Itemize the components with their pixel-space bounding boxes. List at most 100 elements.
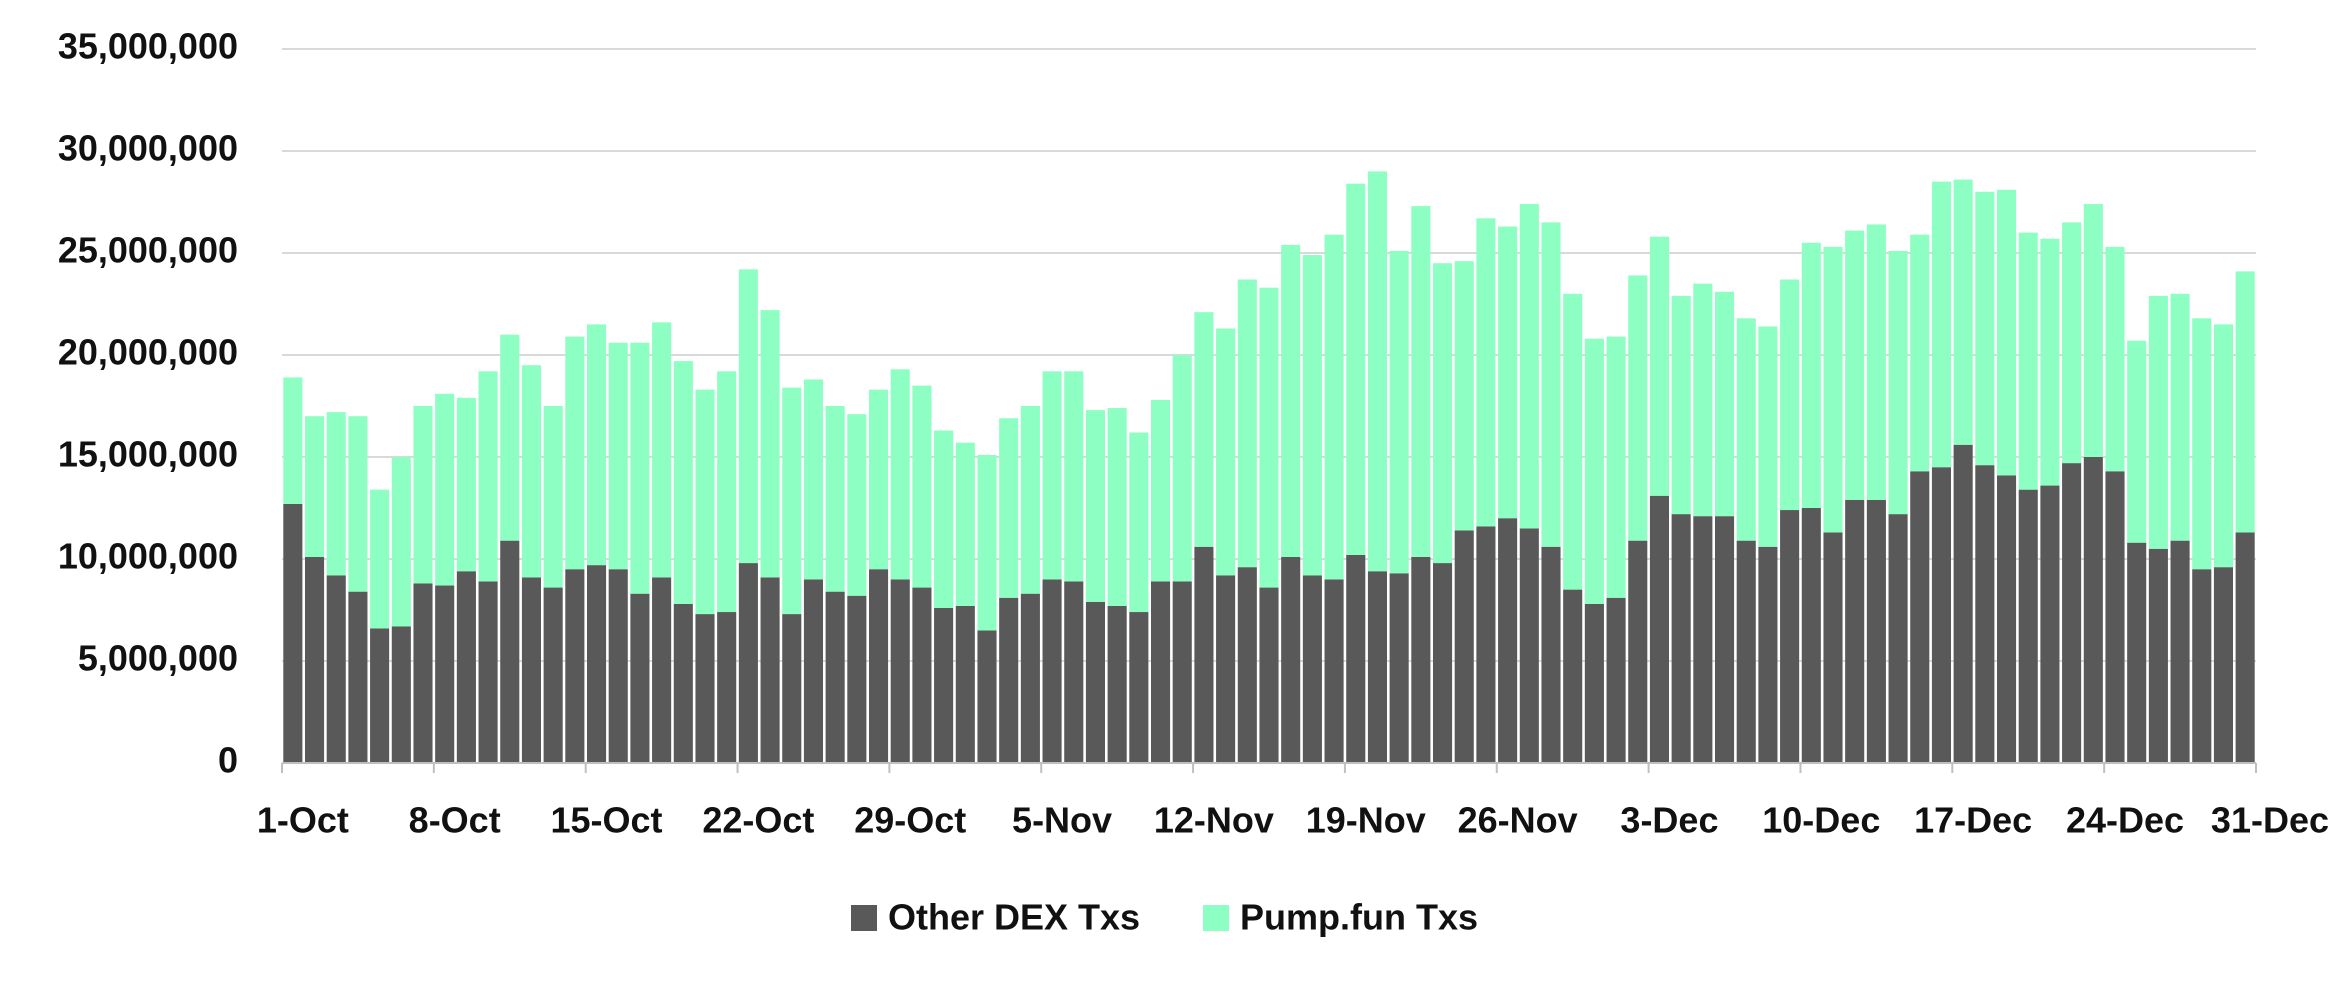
bar-segment (435, 585, 455, 763)
bar-segment (2105, 471, 2125, 763)
bar-segment (1432, 563, 1453, 763)
bar-segment (1714, 516, 1735, 763)
bar-segment (890, 579, 910, 763)
bar-segment (586, 565, 607, 763)
bar-segment (934, 430, 954, 608)
bar-segment (847, 595, 867, 763)
bar-segment (543, 406, 563, 588)
bar-segment (1432, 263, 1453, 564)
bar-segment (1758, 546, 1778, 763)
bar-segment (1194, 546, 1214, 763)
bar-segment (1498, 226, 1518, 519)
bar-segment (1519, 204, 1539, 529)
x-tick-label: 26-Nov (1458, 800, 1578, 841)
bar-segment (1346, 554, 1366, 763)
bar-segment (1671, 295, 1691, 515)
bar-segment (2083, 457, 2103, 763)
bar-segment (1866, 224, 1886, 500)
bar-segment (1476, 218, 1496, 527)
bar-segment (2018, 489, 2038, 763)
x-tick-label: 5-Nov (1012, 800, 1112, 841)
bar-segment (2148, 295, 2168, 549)
bar-segment (1801, 242, 1821, 509)
bar-segment (326, 412, 346, 576)
bar-segment (1714, 291, 1735, 517)
bar-segment (717, 371, 737, 613)
bar-segment (521, 365, 542, 578)
bar-segment (2213, 324, 2234, 568)
bar-segment (478, 581, 498, 763)
bar-segment (1649, 236, 1670, 496)
legend-label: Other DEX Txs (888, 897, 1140, 938)
x-tick-label: 10-Dec (1762, 800, 1880, 841)
bar-segment (1476, 526, 1496, 763)
bar-segment (760, 577, 780, 763)
legend-swatch (851, 905, 877, 931)
bar-segment (586, 324, 607, 566)
bar-segment (2213, 567, 2234, 763)
bar-segment (521, 577, 542, 763)
bar-segment (2040, 238, 2060, 486)
bar-segment (999, 597, 1019, 763)
bar-segment (955, 605, 975, 763)
bar-segment (1454, 530, 1474, 763)
y-tick-label: 35,000,000 (58, 26, 238, 67)
x-tick-label: 17-Dec (1914, 800, 2032, 841)
bar-segment (1780, 510, 1800, 763)
bar-segment (1584, 603, 1604, 763)
bar-segment (1953, 444, 1973, 763)
bar-segment (1541, 546, 1561, 763)
bar-segment (1845, 230, 1865, 500)
bar-segment (825, 406, 845, 592)
bar-segment (1411, 556, 1431, 763)
bar-segment (1693, 516, 1713, 763)
bar-segment (738, 563, 758, 763)
bar-segment (673, 603, 693, 763)
bar-segment (2170, 293, 2190, 541)
bar-segment (1346, 183, 1366, 555)
bar-segment (1194, 312, 1214, 547)
bar-segment (1367, 171, 1388, 572)
bar-segment (847, 414, 867, 596)
bar-segment (1736, 540, 1756, 763)
bar-segment (1671, 514, 1691, 763)
bar-segment (760, 310, 780, 578)
bar-segment (1888, 250, 1908, 515)
bar-segment (1085, 601, 1106, 763)
bar-segment (565, 336, 585, 570)
bar-segment (1649, 495, 1670, 763)
bar-segment (673, 361, 693, 604)
bar-segment (283, 503, 303, 763)
bar-segment (1606, 597, 1626, 763)
bar-segment (782, 614, 802, 763)
bar-segment (652, 322, 672, 578)
y-tick-label: 0 (218, 740, 238, 781)
bar-segment (456, 397, 476, 572)
bar-segment (1389, 573, 1409, 763)
bar-segment (1237, 567, 1257, 763)
bar-segment (283, 377, 303, 504)
bar-segment (1324, 579, 1344, 763)
bar-segment (348, 416, 368, 592)
bar-segment (1020, 406, 1040, 594)
y-tick-label: 30,000,000 (58, 128, 238, 169)
bar-segment (1910, 234, 1930, 472)
bar-segment (1367, 571, 1388, 763)
bar-segment (1259, 587, 1279, 763)
bar-segment (1042, 371, 1062, 580)
bar-segment (2105, 246, 2125, 472)
bar-segment (304, 416, 325, 557)
bar-segment (2018, 232, 2038, 490)
bar-segment (630, 593, 650, 763)
x-tick-label: 3-Dec (1620, 800, 1718, 841)
bar-segment (912, 385, 932, 588)
x-tick-label: 31-Dec (2211, 800, 2329, 841)
bar-segment (1866, 499, 1886, 763)
bar-segment (1931, 467, 1952, 763)
bar-segment (652, 577, 672, 763)
bar-segment (912, 587, 932, 763)
bar-segment (2040, 485, 2060, 763)
bar-segment (1736, 318, 1756, 541)
x-tick-label: 12-Nov (1154, 800, 1274, 841)
